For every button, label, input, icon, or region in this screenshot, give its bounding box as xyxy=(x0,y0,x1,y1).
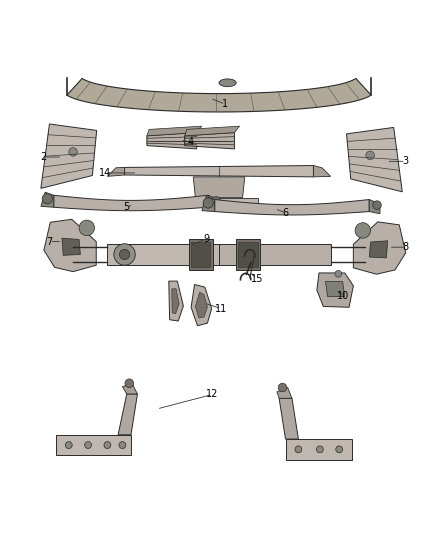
Polygon shape xyxy=(123,383,138,394)
Text: 6: 6 xyxy=(283,208,289,218)
Polygon shape xyxy=(107,244,219,265)
Polygon shape xyxy=(286,439,352,459)
Polygon shape xyxy=(353,222,406,274)
Polygon shape xyxy=(202,197,215,212)
Polygon shape xyxy=(369,199,380,214)
Polygon shape xyxy=(67,78,371,112)
Polygon shape xyxy=(279,398,298,439)
Circle shape xyxy=(79,220,95,236)
Circle shape xyxy=(114,244,135,265)
Polygon shape xyxy=(44,219,96,272)
Text: 8: 8 xyxy=(403,242,409,252)
Polygon shape xyxy=(219,244,331,265)
Polygon shape xyxy=(277,387,292,398)
Polygon shape xyxy=(208,195,219,209)
Polygon shape xyxy=(64,245,73,264)
Polygon shape xyxy=(41,192,54,207)
Polygon shape xyxy=(185,133,234,149)
Polygon shape xyxy=(41,124,97,188)
Circle shape xyxy=(203,198,213,208)
Circle shape xyxy=(278,383,287,392)
Text: 15: 15 xyxy=(251,273,263,284)
Text: 7: 7 xyxy=(46,237,53,247)
Polygon shape xyxy=(195,292,208,318)
Polygon shape xyxy=(236,239,260,270)
Text: 12: 12 xyxy=(206,390,219,399)
Polygon shape xyxy=(172,289,179,314)
Polygon shape xyxy=(107,167,124,176)
Polygon shape xyxy=(147,133,197,149)
Circle shape xyxy=(125,379,134,387)
Polygon shape xyxy=(189,239,212,270)
Polygon shape xyxy=(238,241,258,268)
Text: 11: 11 xyxy=(215,304,227,313)
Circle shape xyxy=(335,270,342,277)
Polygon shape xyxy=(147,126,202,136)
Text: 5: 5 xyxy=(124,202,130,212)
Polygon shape xyxy=(62,238,80,255)
Circle shape xyxy=(355,223,371,238)
Text: 10: 10 xyxy=(337,290,350,301)
Polygon shape xyxy=(54,195,208,211)
Polygon shape xyxy=(314,166,331,177)
Polygon shape xyxy=(193,177,245,198)
Ellipse shape xyxy=(219,79,236,87)
Polygon shape xyxy=(56,435,131,455)
Polygon shape xyxy=(365,245,374,264)
Text: 4: 4 xyxy=(188,137,194,147)
Circle shape xyxy=(119,442,126,448)
Circle shape xyxy=(85,442,92,448)
Text: 9: 9 xyxy=(203,234,209,244)
Circle shape xyxy=(65,442,72,448)
Circle shape xyxy=(104,442,111,448)
Circle shape xyxy=(366,151,374,159)
Polygon shape xyxy=(317,273,353,308)
Text: 1: 1 xyxy=(223,99,229,109)
Polygon shape xyxy=(215,199,369,215)
Circle shape xyxy=(212,197,220,205)
Polygon shape xyxy=(124,166,314,177)
Polygon shape xyxy=(325,281,345,296)
Circle shape xyxy=(69,148,78,156)
Polygon shape xyxy=(191,285,212,326)
Polygon shape xyxy=(169,281,184,321)
Polygon shape xyxy=(185,126,240,136)
Circle shape xyxy=(295,446,302,453)
Text: 2: 2 xyxy=(40,152,46,162)
Polygon shape xyxy=(346,127,402,192)
Text: 14: 14 xyxy=(99,168,111,178)
Polygon shape xyxy=(191,241,210,268)
Polygon shape xyxy=(118,394,138,435)
Polygon shape xyxy=(369,241,388,258)
Circle shape xyxy=(42,193,53,204)
Polygon shape xyxy=(180,198,258,205)
Circle shape xyxy=(373,201,381,209)
Circle shape xyxy=(336,446,343,453)
Circle shape xyxy=(316,446,323,453)
Text: 3: 3 xyxy=(403,156,409,166)
Circle shape xyxy=(120,249,130,260)
